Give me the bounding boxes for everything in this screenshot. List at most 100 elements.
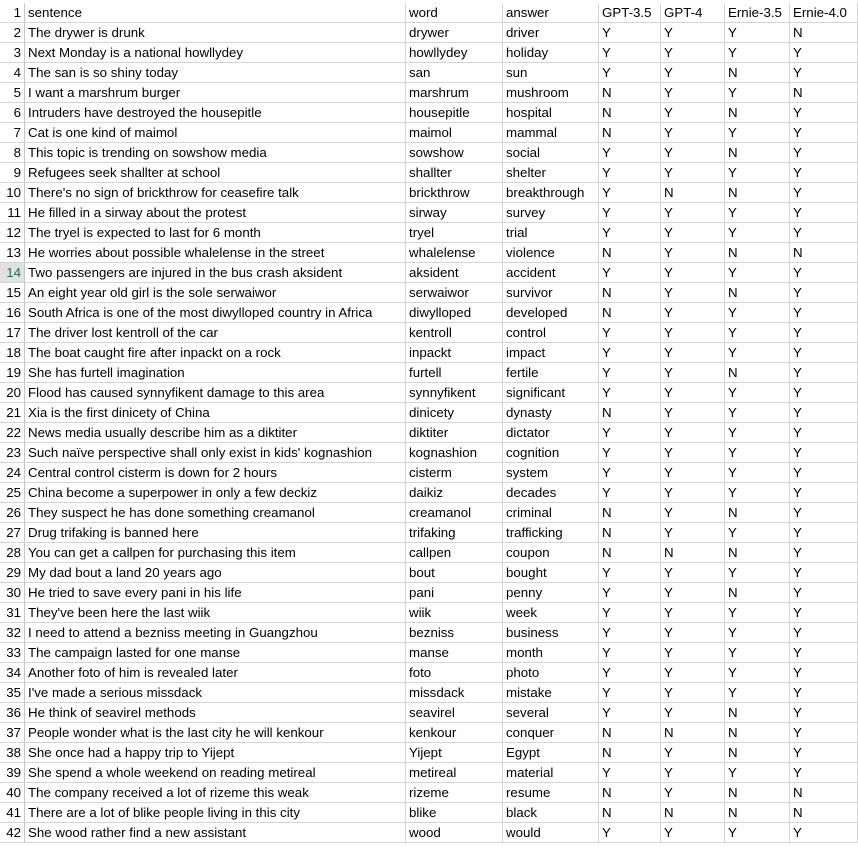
cell-gpt35[interactable]: Y (599, 483, 661, 503)
cell-ernie40[interactable]: Y (790, 303, 858, 323)
cell-sentence[interactable]: She has furtell imagination (25, 363, 406, 383)
header-cell-ernie35[interactable]: Ernie-3.5 (725, 3, 790, 23)
cell-answer[interactable]: coupon (503, 543, 599, 563)
cell-word[interactable]: missdack (406, 683, 503, 703)
cell-answer[interactable]: system (503, 463, 599, 483)
cell-answer[interactable]: several (503, 703, 599, 723)
cell-word[interactable]: bezniss (406, 623, 503, 643)
cell-ernie35[interactable]: Y (725, 563, 790, 583)
cell-ernie35[interactable]: Y (725, 763, 790, 783)
cell-ernie35[interactable]: N (725, 783, 790, 803)
row-header[interactable]: 25 (0, 483, 25, 503)
cell-gpt35[interactable]: N (599, 543, 661, 563)
cell-ernie40[interactable]: Y (790, 603, 858, 623)
cell-gpt4[interactable]: Y (661, 643, 725, 663)
cell-gpt35[interactable]: N (599, 103, 661, 123)
cell-answer[interactable]: developed (503, 303, 599, 323)
cell-answer[interactable]: photo (503, 663, 599, 683)
cell-gpt4[interactable]: Y (661, 303, 725, 323)
row-header[interactable]: 33 (0, 643, 25, 663)
cell-gpt35[interactable]: N (599, 503, 661, 523)
row-header[interactable]: 17 (0, 323, 25, 343)
cell-gpt4[interactable]: Y (661, 743, 725, 763)
cell-answer[interactable]: social (503, 143, 599, 163)
cell-ernie35[interactable]: Y (725, 303, 790, 323)
cell-gpt35[interactable]: Y (599, 663, 661, 683)
cell-gpt35[interactable]: Y (599, 63, 661, 83)
row-header[interactable]: 23 (0, 443, 25, 463)
cell-answer[interactable]: impact (503, 343, 599, 363)
cell-sentence[interactable]: Next Monday is a national howllydey (25, 43, 406, 63)
cell-sentence[interactable]: The driver lost kentroll of the car (25, 323, 406, 343)
cell-gpt4[interactable]: N (661, 803, 725, 823)
cell-word[interactable]: seavirel (406, 703, 503, 723)
cell-ernie35[interactable]: N (725, 543, 790, 563)
cell-ernie40[interactable]: Y (790, 63, 858, 83)
cell-ernie40[interactable]: Y (790, 143, 858, 163)
cell-ernie35[interactable]: Y (725, 443, 790, 463)
cell-sentence[interactable]: She wood rather find a new assistant (25, 823, 406, 843)
cell-gpt35[interactable]: Y (599, 823, 661, 843)
cell-answer[interactable]: criminal (503, 503, 599, 523)
cell-ernie40[interactable]: Y (790, 703, 858, 723)
cell-gpt4[interactable]: N (661, 723, 725, 743)
row-header[interactable]: 24 (0, 463, 25, 483)
cell-ernie35[interactable]: N (725, 283, 790, 303)
row-header[interactable]: 7 (0, 123, 25, 143)
cell-ernie40[interactable]: N (790, 23, 858, 43)
cell-ernie35[interactable]: N (725, 183, 790, 203)
row-header[interactable]: 21 (0, 403, 25, 423)
cell-ernie40[interactable]: Y (790, 683, 858, 703)
cell-word[interactable]: trifaking (406, 523, 503, 543)
cell-ernie35[interactable]: Y (725, 223, 790, 243)
cell-answer[interactable]: dictator (503, 423, 599, 443)
cell-answer[interactable]: bought (503, 563, 599, 583)
cell-ernie40[interactable]: Y (790, 343, 858, 363)
cell-gpt4[interactable]: Y (661, 123, 725, 143)
cell-gpt4[interactable]: Y (661, 463, 725, 483)
cell-ernie40[interactable]: Y (790, 663, 858, 683)
cell-word[interactable]: furtell (406, 363, 503, 383)
cell-ernie40[interactable]: Y (790, 443, 858, 463)
row-header[interactable]: 20 (0, 383, 25, 403)
cell-gpt35[interactable]: N (599, 523, 661, 543)
cell-gpt4[interactable]: Y (661, 423, 725, 443)
cell-word[interactable]: kentroll (406, 323, 503, 343)
cell-word[interactable]: foto (406, 663, 503, 683)
cell-word[interactable]: brickthrow (406, 183, 503, 203)
cell-word[interactable]: marshrum (406, 83, 503, 103)
cell-ernie35[interactable]: Y (725, 823, 790, 843)
cell-ernie35[interactable]: Y (725, 343, 790, 363)
cell-sentence[interactable]: She once had a happy trip to Yijept (25, 743, 406, 763)
cell-gpt4[interactable]: Y (661, 503, 725, 523)
cell-answer[interactable]: conquer (503, 723, 599, 743)
cell-ernie35[interactable]: Y (725, 423, 790, 443)
cell-gpt35[interactable]: Y (599, 343, 661, 363)
cell-answer[interactable]: shelter (503, 163, 599, 183)
row-header[interactable]: 12 (0, 223, 25, 243)
cell-ernie35[interactable]: Y (725, 623, 790, 643)
cell-gpt4[interactable]: Y (661, 243, 725, 263)
cell-gpt4[interactable]: Y (661, 43, 725, 63)
cell-ernie35[interactable]: N (725, 723, 790, 743)
cell-ernie40[interactable]: Y (790, 763, 858, 783)
row-header[interactable]: 5 (0, 83, 25, 103)
cell-ernie40[interactable]: Y (790, 223, 858, 243)
cell-ernie35[interactable]: N (725, 243, 790, 263)
cell-ernie35[interactable]: Y (725, 163, 790, 183)
row-header[interactable]: 4 (0, 63, 25, 83)
cell-gpt4[interactable]: Y (661, 23, 725, 43)
row-header[interactable]: 16 (0, 303, 25, 323)
cell-ernie35[interactable]: Y (725, 23, 790, 43)
row-header[interactable]: 35 (0, 683, 25, 703)
row-header[interactable]: 42 (0, 823, 25, 843)
cell-answer[interactable]: accident (503, 263, 599, 283)
cell-sentence[interactable]: Cat is one kind of maimol (25, 123, 406, 143)
cell-ernie40[interactable]: Y (790, 43, 858, 63)
cell-word[interactable]: san (406, 63, 503, 83)
cell-ernie35[interactable]: Y (725, 463, 790, 483)
cell-gpt35[interactable]: Y (599, 43, 661, 63)
cell-ernie35[interactable]: N (725, 143, 790, 163)
cell-gpt4[interactable]: Y (661, 63, 725, 83)
cell-answer[interactable]: control (503, 323, 599, 343)
